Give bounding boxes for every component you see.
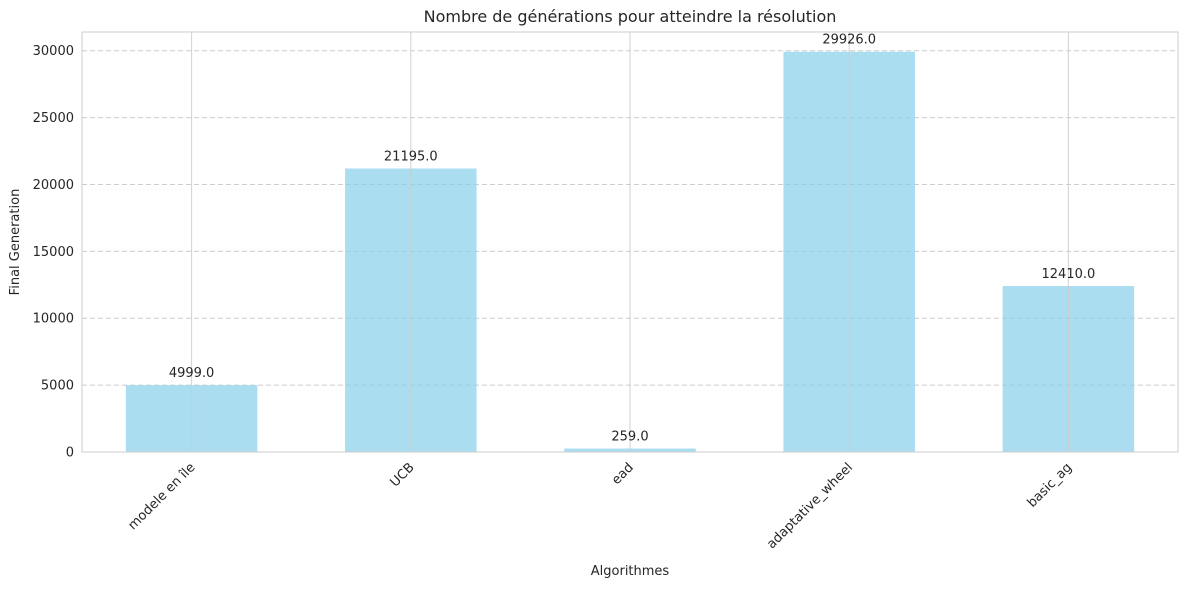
y-tick-label: 10000 <box>33 312 74 327</box>
y-tick-label: 20000 <box>33 178 74 193</box>
data-label: 21195.0 <box>384 150 438 165</box>
y-tick-label: 5000 <box>41 379 74 394</box>
plot-area-frame <box>81 31 1179 453</box>
data-label: 4999.0 <box>169 366 215 381</box>
data-label: 259.0 <box>611 430 648 445</box>
data-label: 29926.0 <box>822 33 876 48</box>
x-tick-label: UCB <box>388 460 418 490</box>
x-tick-label: basic_ag <box>1025 460 1076 511</box>
y-tick-label: 15000 <box>33 245 74 260</box>
x-axis-label: Algorithmes <box>591 564 670 579</box>
y-tick-label: 0 <box>66 446 74 461</box>
y-tick-label: 25000 <box>33 111 74 126</box>
y-axis-label: Final Generation <box>8 189 23 296</box>
x-tick-label: adaptative_wheel <box>764 460 856 552</box>
x-axis-ticks: modele en île UCB ead adaptative_wheel basic… <box>125 460 1075 552</box>
data-label: 12410.0 <box>1042 267 1096 282</box>
y-axis-ticks: 0 5000 10000 15000 20000 25000 30000 <box>33 44 74 460</box>
vertical-gridlines <box>191 32 1069 452</box>
x-tick-label: ead <box>609 460 637 488</box>
x-tick-label: modele en île <box>125 460 198 533</box>
chart-title: Nombre de générations pour atteindre la … <box>424 7 837 26</box>
y-tick-label: 30000 <box>33 44 74 59</box>
data-labels: 4999.0 21195.0 259.0 29926.0 12410.0 <box>169 33 1095 445</box>
